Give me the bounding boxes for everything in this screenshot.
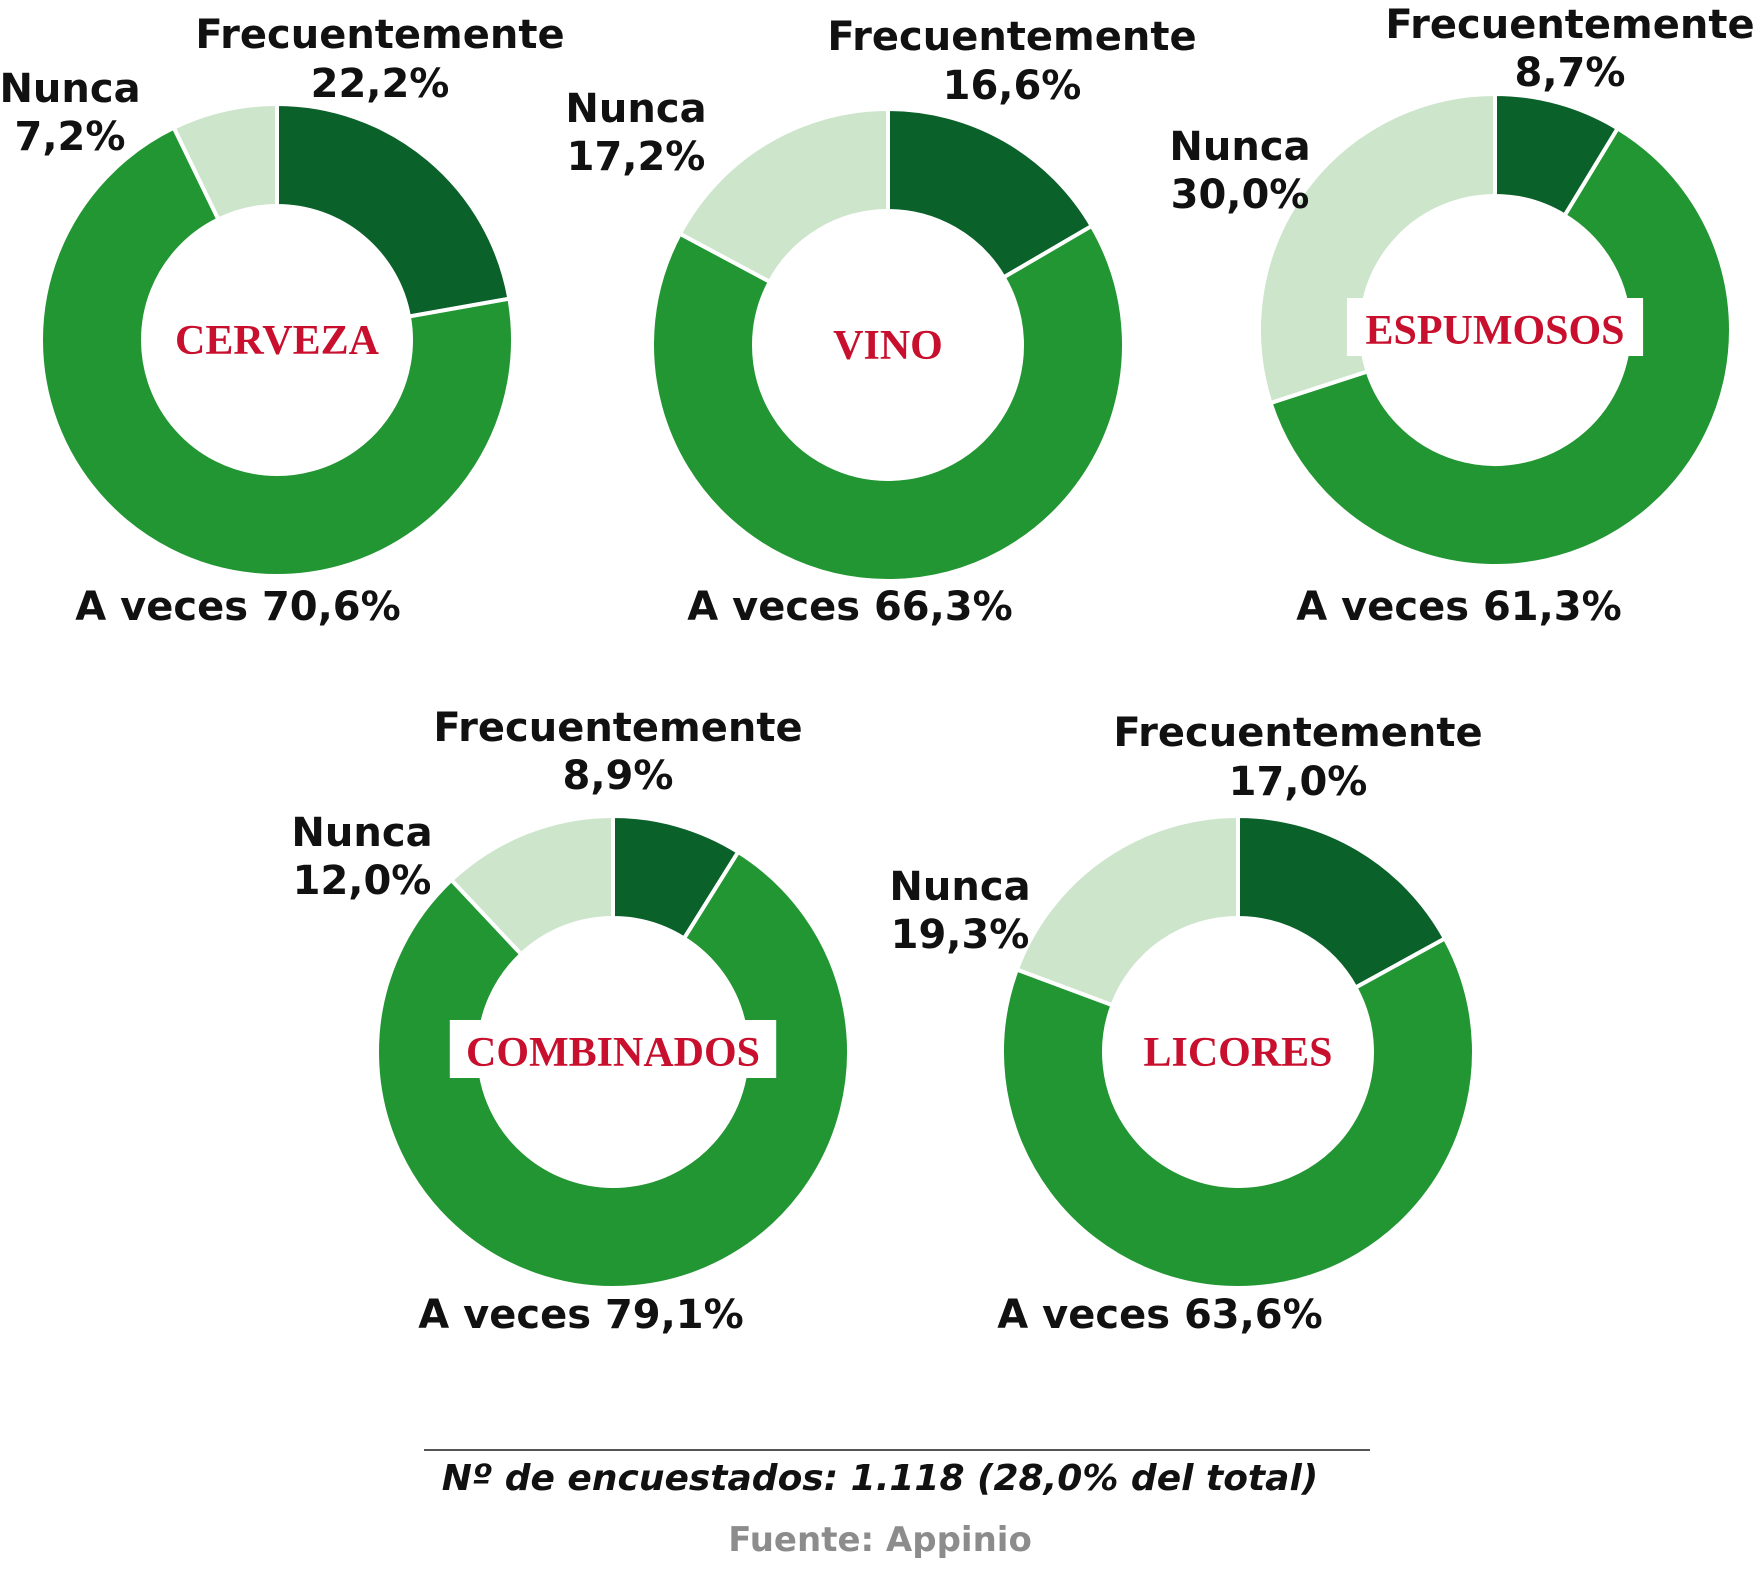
slice-frecuentemente bbox=[886, 106, 1095, 281]
source-credit: Fuente: Appinio bbox=[728, 1520, 1032, 1560]
label-frecuentemente-name: Frecuentemente bbox=[1113, 710, 1482, 756]
center-label: ESPUMOSOS bbox=[1365, 308, 1624, 354]
slice-frecuentemente bbox=[1236, 813, 1448, 991]
label-nunca-name: Nunca bbox=[291, 810, 432, 856]
center-label-backdrop bbox=[449, 1020, 777, 1078]
slice-nunca bbox=[677, 106, 890, 285]
label-nunca-name: Nunca bbox=[889, 864, 1030, 910]
label-frecuentemente-name: Frecuentemente bbox=[1385, 2, 1754, 48]
label-a-veces: A veces 66,3% bbox=[687, 584, 1012, 630]
center-label-backdrop bbox=[1346, 298, 1644, 356]
respondents-note: Nº de encuestados: 1.118 (28,0% del tota… bbox=[441, 1458, 1319, 1499]
label-a-veces: A veces 70,6% bbox=[75, 584, 400, 630]
label-nunca-value: 30,0% bbox=[1171, 172, 1310, 218]
center-label: LICORES bbox=[1143, 1030, 1332, 1076]
slice-nunca bbox=[448, 813, 615, 958]
label-frecuentemente-name: Frecuentemente bbox=[827, 14, 1196, 60]
slice-nunca bbox=[1257, 91, 1497, 406]
label-nunca-name: Nunca bbox=[565, 86, 706, 132]
label-frecuentemente-value: 17,0% bbox=[1229, 759, 1368, 805]
label-frecuentemente-name: Frecuentemente bbox=[195, 12, 564, 58]
center-label: CERVEZA bbox=[175, 318, 380, 364]
label-frecuentemente-value: 8,9% bbox=[563, 753, 674, 799]
slice-a-veces bbox=[650, 223, 1126, 583]
label-a-veces: A veces 61,3% bbox=[1296, 584, 1621, 630]
slice-a-veces bbox=[39, 125, 515, 578]
label-nunca-name: Nunca bbox=[0, 66, 141, 112]
center-label: COMBINADOS bbox=[466, 1030, 760, 1076]
label-a-veces: A veces 63,6% bbox=[997, 1292, 1322, 1338]
label-frecuentemente-value: 8,7% bbox=[1515, 50, 1626, 96]
label-frecuentemente-value: 22,2% bbox=[311, 61, 450, 107]
slice-a-veces bbox=[1000, 935, 1476, 1290]
label-frecuentemente-value: 16,6% bbox=[943, 63, 1082, 109]
label-nunca-value: 17,2% bbox=[567, 134, 706, 180]
slice-nunca bbox=[1014, 813, 1240, 1008]
label-frecuentemente-name: Frecuentemente bbox=[433, 705, 802, 751]
slice-a-veces bbox=[375, 849, 851, 1290]
footer-divider bbox=[424, 1449, 1370, 1451]
label-nunca-value: 7,2% bbox=[15, 114, 126, 160]
label-nunca-value: 12,0% bbox=[293, 858, 432, 904]
center-label: VINO bbox=[833, 323, 943, 369]
slice-a-veces bbox=[1268, 125, 1733, 568]
label-a-veces: A veces 79,1% bbox=[418, 1292, 743, 1338]
label-nunca-value: 19,3% bbox=[891, 912, 1030, 958]
slice-nunca bbox=[171, 101, 279, 223]
label-nunca-name: Nunca bbox=[1169, 124, 1310, 170]
slice-frecuentemente bbox=[275, 101, 512, 319]
